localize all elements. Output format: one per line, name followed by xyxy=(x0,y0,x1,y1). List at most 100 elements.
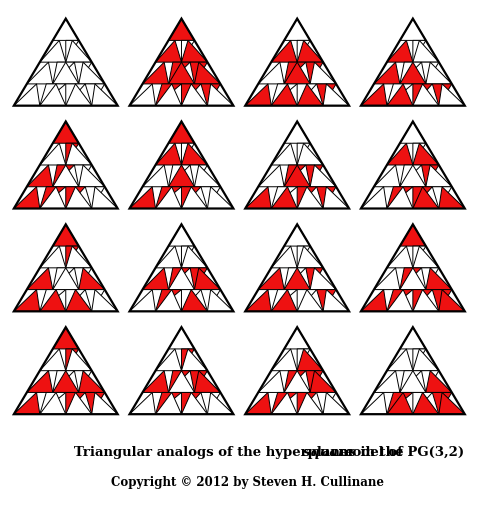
Polygon shape xyxy=(284,19,310,41)
Polygon shape xyxy=(156,41,182,62)
Polygon shape xyxy=(426,165,452,187)
Polygon shape xyxy=(66,349,78,371)
Polygon shape xyxy=(284,62,306,84)
Polygon shape xyxy=(413,187,439,208)
Polygon shape xyxy=(194,268,220,289)
Polygon shape xyxy=(66,187,85,208)
Polygon shape xyxy=(78,268,104,289)
Polygon shape xyxy=(208,84,234,105)
Polygon shape xyxy=(297,41,323,62)
Polygon shape xyxy=(182,187,208,208)
Polygon shape xyxy=(66,187,92,208)
Polygon shape xyxy=(156,246,182,268)
Polygon shape xyxy=(387,392,413,414)
Polygon shape xyxy=(361,289,387,311)
Polygon shape xyxy=(374,165,400,187)
Polygon shape xyxy=(297,187,323,208)
Polygon shape xyxy=(297,143,323,165)
Polygon shape xyxy=(439,289,465,311)
Polygon shape xyxy=(413,392,439,414)
Polygon shape xyxy=(374,62,400,84)
Polygon shape xyxy=(53,371,78,392)
Polygon shape xyxy=(284,165,310,187)
Polygon shape xyxy=(387,289,413,311)
Polygon shape xyxy=(400,122,426,143)
Polygon shape xyxy=(182,246,208,268)
Polygon shape xyxy=(245,289,271,311)
Polygon shape xyxy=(271,392,297,414)
Polygon shape xyxy=(439,187,465,208)
Polygon shape xyxy=(182,392,208,414)
Polygon shape xyxy=(201,84,220,105)
Polygon shape xyxy=(156,289,182,311)
Polygon shape xyxy=(66,143,78,165)
Polygon shape xyxy=(53,122,78,143)
Polygon shape xyxy=(66,143,92,165)
Polygon shape xyxy=(413,84,432,105)
Polygon shape xyxy=(400,62,426,84)
Polygon shape xyxy=(85,84,104,105)
Polygon shape xyxy=(284,224,310,246)
Polygon shape xyxy=(66,392,92,414)
Polygon shape xyxy=(400,165,421,187)
Polygon shape xyxy=(182,392,201,414)
Polygon shape xyxy=(130,187,156,208)
Polygon shape xyxy=(66,84,85,105)
Polygon shape xyxy=(27,268,53,289)
Polygon shape xyxy=(182,41,194,62)
Polygon shape xyxy=(27,62,53,84)
Polygon shape xyxy=(190,268,208,289)
Text: square: square xyxy=(303,446,354,459)
Polygon shape xyxy=(156,84,182,105)
Polygon shape xyxy=(142,165,169,187)
Polygon shape xyxy=(297,187,316,208)
Polygon shape xyxy=(66,84,92,105)
Polygon shape xyxy=(400,224,426,246)
Polygon shape xyxy=(400,371,421,392)
Polygon shape xyxy=(78,62,104,84)
Polygon shape xyxy=(53,327,78,349)
Polygon shape xyxy=(297,392,316,414)
Polygon shape xyxy=(85,187,104,208)
Polygon shape xyxy=(182,349,194,371)
Polygon shape xyxy=(40,187,66,208)
Polygon shape xyxy=(387,246,413,268)
Polygon shape xyxy=(361,187,387,208)
Polygon shape xyxy=(182,349,208,371)
Polygon shape xyxy=(400,327,426,349)
Polygon shape xyxy=(156,289,182,311)
Polygon shape xyxy=(361,392,387,414)
Polygon shape xyxy=(323,187,349,208)
Polygon shape xyxy=(316,289,336,311)
Polygon shape xyxy=(53,268,74,289)
Polygon shape xyxy=(201,289,220,311)
Polygon shape xyxy=(432,187,452,208)
Polygon shape xyxy=(271,392,297,414)
Polygon shape xyxy=(53,62,74,84)
Polygon shape xyxy=(66,289,85,311)
Polygon shape xyxy=(426,62,452,84)
Polygon shape xyxy=(194,371,220,392)
Polygon shape xyxy=(284,371,310,392)
Polygon shape xyxy=(413,84,439,105)
Polygon shape xyxy=(400,165,426,187)
Polygon shape xyxy=(400,62,421,84)
Polygon shape xyxy=(74,165,92,187)
Polygon shape xyxy=(413,143,426,165)
Polygon shape xyxy=(284,122,310,143)
Polygon shape xyxy=(426,371,452,392)
Polygon shape xyxy=(271,187,297,208)
Polygon shape xyxy=(323,84,349,105)
Polygon shape xyxy=(190,62,208,84)
Polygon shape xyxy=(387,143,413,165)
Polygon shape xyxy=(27,371,53,392)
Polygon shape xyxy=(40,187,66,208)
Polygon shape xyxy=(182,289,208,311)
Polygon shape xyxy=(323,289,349,311)
Polygon shape xyxy=(130,289,156,311)
Polygon shape xyxy=(258,62,284,84)
Polygon shape xyxy=(361,84,387,105)
Polygon shape xyxy=(271,246,297,268)
Polygon shape xyxy=(297,289,316,311)
Polygon shape xyxy=(168,165,194,187)
